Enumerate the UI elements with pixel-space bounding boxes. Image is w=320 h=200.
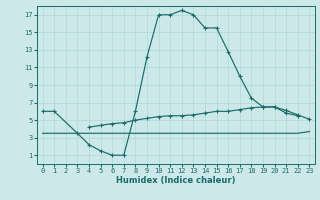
X-axis label: Humidex (Indice chaleur): Humidex (Indice chaleur) <box>116 176 236 185</box>
